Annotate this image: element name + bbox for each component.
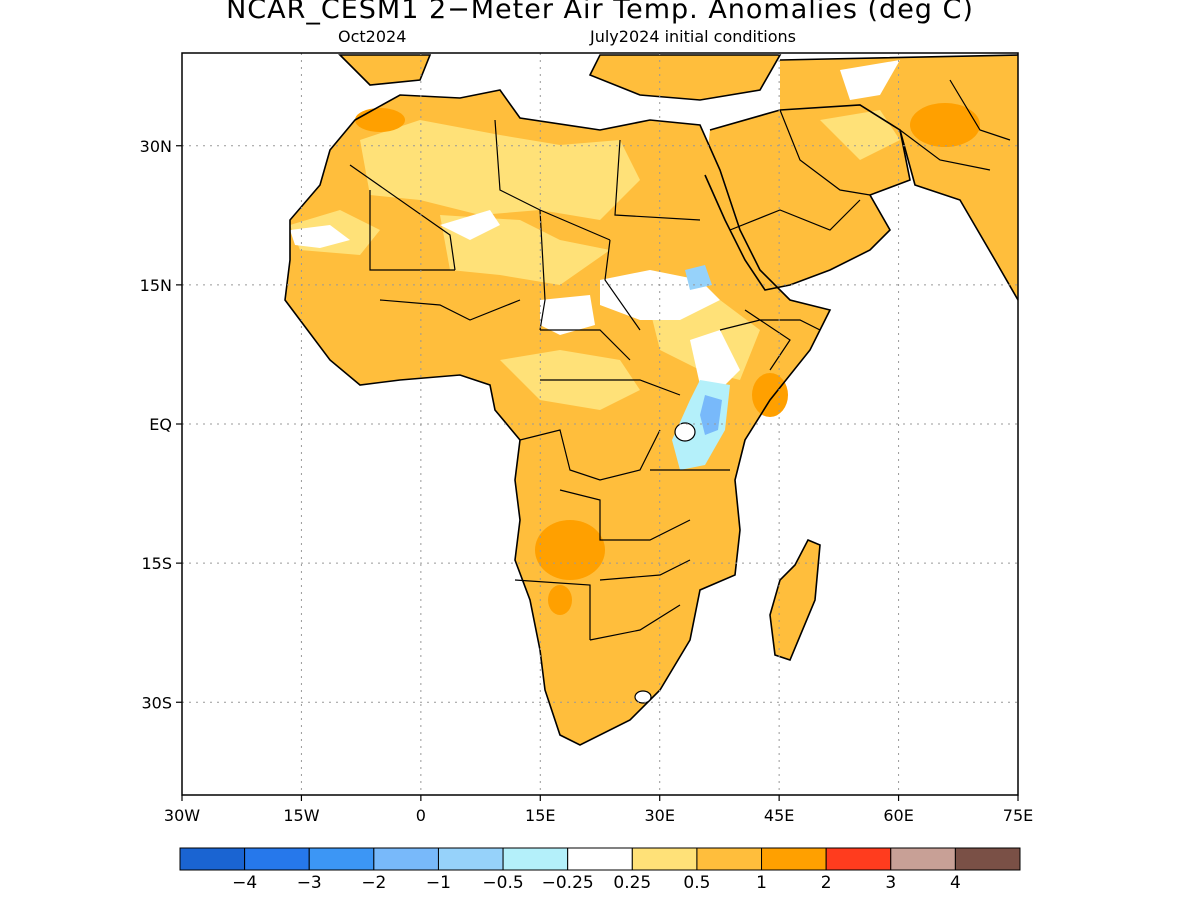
madagascar-landmass xyxy=(770,540,820,660)
anomaly-negative xyxy=(672,265,730,470)
lat-tick-label: 30N xyxy=(140,137,172,156)
colorbar-swatch xyxy=(244,847,310,871)
colorbar-label: −0.25 xyxy=(542,873,594,893)
colorbar-label: 2 xyxy=(821,873,832,893)
anomaly-1-to-2 xyxy=(355,103,980,615)
colorbar-label: 1 xyxy=(756,873,767,893)
coastlines xyxy=(284,54,1018,746)
lat-tick-label: EQ xyxy=(149,415,172,434)
africa-landmass xyxy=(285,90,830,745)
colorbar: −4 −3 −2 −1 −0.5 −0.25 0.25 0.5 1 2 3 4 xyxy=(179,847,1021,893)
colorbar-swatch xyxy=(631,847,698,871)
colorbar-swatch xyxy=(308,847,375,871)
colorbar-swatch xyxy=(502,847,569,871)
latitude-axis: 30N 15N EQ 15S 30S xyxy=(140,137,182,712)
colorbar-label: 0.25 xyxy=(613,873,651,893)
colorbar-swatch xyxy=(567,847,633,871)
lat-tick-label: 15N xyxy=(140,276,172,295)
initial-conditions-label: July2024 initial conditions xyxy=(590,27,796,46)
colorbar-label: −0.5 xyxy=(482,873,523,893)
lon-tick-label: 0 xyxy=(416,806,426,825)
colorbar-swatch xyxy=(761,847,827,871)
lon-tick-label: 60E xyxy=(883,806,913,825)
colorbar-swatch xyxy=(437,847,504,871)
longitude-axis: 30W 15W 0 15E 30E 45E 60E 75E xyxy=(164,795,1033,825)
colorbar-label: 3 xyxy=(885,873,896,893)
colorbar-label: −2 xyxy=(361,873,386,893)
lon-tick-label: 15W xyxy=(283,806,319,825)
lon-tick-label: 30E xyxy=(644,806,674,825)
colorbar-label: −1 xyxy=(426,873,451,893)
colorbar-swatch xyxy=(954,847,1021,871)
colorbar-swatch xyxy=(373,847,439,871)
lon-tick-label: 30W xyxy=(164,806,200,825)
colorbar-swatch xyxy=(696,847,763,871)
lon-tick-label: 45E xyxy=(764,806,794,825)
colorbar-label: −3 xyxy=(297,873,322,893)
colorbar-label: 4 xyxy=(950,873,961,893)
forecast-month-label: Oct2024 xyxy=(338,27,407,46)
map-title: NCAR_CESM1 2−Meter Air Temp. Anomalies (… xyxy=(226,0,974,25)
lakes xyxy=(634,422,696,704)
lon-tick-label: 75E xyxy=(1003,806,1033,825)
mediterranean-north-land xyxy=(340,55,780,100)
colorbar-swatch xyxy=(825,847,892,871)
lat-tick-label: 15S xyxy=(141,554,172,573)
colorbar-label: −4 xyxy=(232,873,257,893)
map-content xyxy=(284,54,1018,746)
colorbar-label: 0.5 xyxy=(683,873,710,893)
country-borders xyxy=(349,79,1011,641)
lon-tick-label: 15E xyxy=(525,806,555,825)
colorbar-swatch xyxy=(890,847,956,871)
colorbar-swatch xyxy=(179,847,246,871)
lat-tick-label: 30S xyxy=(141,693,172,712)
